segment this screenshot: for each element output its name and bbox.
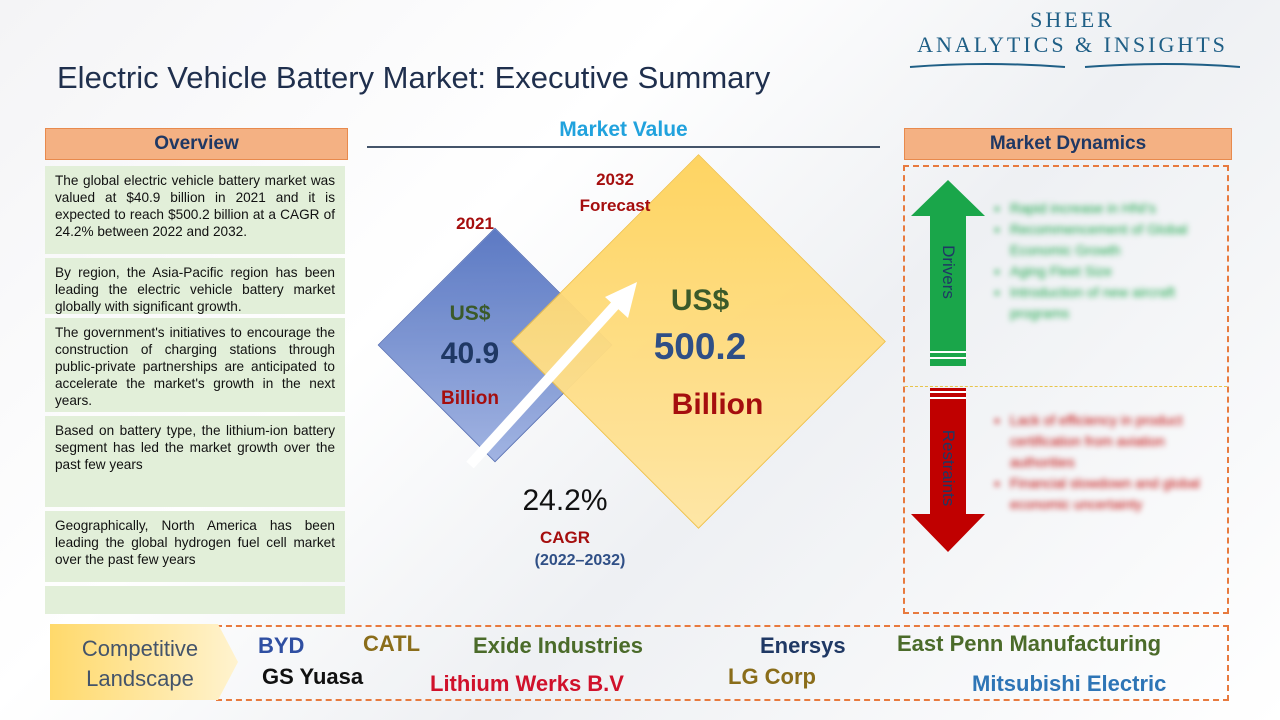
market-dynamics-header: Market Dynamics (904, 128, 1232, 160)
overview-item: The global electric vehicle battery mark… (45, 166, 345, 254)
brand-logo: SHEER ANALYTICS & INSIGHTS (905, 7, 1241, 76)
competitive-label: Competitive Landscape (60, 634, 220, 694)
brand-line1: SHEER (1030, 7, 1115, 32)
driver-item: Recommencement of Global Economic Growth (1010, 219, 1214, 261)
drivers-arrow-icon (911, 180, 985, 366)
overview-item: Based on battery type, the lithium-ion b… (45, 416, 345, 507)
overview-list: The global electric vehicle battery mark… (45, 166, 345, 618)
restraints-list: Lack of efficiency in product certificat… (992, 410, 1214, 515)
market-value-title: Market Value (559, 118, 688, 141)
overview-header: Overview (45, 128, 348, 160)
driver-item: Aging Fleet Size (1010, 261, 1214, 282)
drivers-label: Drivers (939, 245, 958, 299)
company-name: Exide Industries (473, 633, 643, 658)
company-name: CATL (363, 631, 421, 656)
year-2021: 2021 (456, 214, 494, 233)
dynamics-divider (905, 386, 1227, 387)
cagr-value: 24.2% (522, 484, 608, 517)
competitive-panel (216, 625, 1229, 701)
unit-2021: Billion (440, 388, 500, 409)
overview-item: Geographically, North America has been l… (45, 511, 345, 582)
competitive-label-line1: Competitive (81, 636, 199, 661)
company-name: LG Corp (728, 664, 816, 689)
company-name: East Penn Manufacturing (897, 631, 1162, 656)
market-value-divider (367, 146, 880, 148)
overview-item: The government's initiatives to encourag… (45, 318, 345, 412)
page-title: Electric Vehicle Battery Market: Executi… (57, 60, 771, 95)
forecast-label: Forecast (579, 196, 651, 215)
currency-2032: US$ (670, 284, 730, 317)
competitive-arrow-icon (50, 624, 238, 700)
year-2032: 2032 (596, 170, 634, 189)
unit-2032: Billion (671, 388, 764, 421)
market-dynamics-panel (903, 165, 1229, 614)
overview-item (45, 586, 345, 614)
restraints-arrow-icon (911, 388, 985, 552)
company-name: Lithium Werks B.V (430, 671, 624, 696)
value-2032: 500.2 (653, 326, 747, 367)
restraint-item: Financial slowdown and global economic u… (1010, 473, 1214, 515)
cagr-period: (2022–2032) (534, 552, 626, 569)
drivers-list: Rapid increase in HNI's Recommencement o… (992, 198, 1214, 324)
company-name: GS Yuasa (262, 664, 364, 689)
brand-line2: ANALYTICS & INSIGHTS (917, 32, 1228, 57)
brand-swoosh-icon (909, 63, 1241, 68)
cagr-label: CAGR (539, 528, 591, 547)
restraints-label: Restraints (939, 429, 958, 507)
competitive-label-line2: Landscape (86, 666, 194, 691)
company-name: BYD (258, 633, 305, 658)
company-name: Mitsubishi Electric (972, 671, 1167, 696)
growth-arrow-icon (466, 282, 637, 469)
restraint-item: Lack of efficiency in product certificat… (1010, 410, 1214, 473)
driver-item: Introduction of new aircraft programs (1010, 282, 1214, 324)
value-2021: 40.9 (440, 337, 500, 370)
currency-2021: US$ (449, 302, 491, 325)
company-name: Enersys (760, 633, 846, 658)
overview-item: By region, the Asia-Pacific region has b… (45, 258, 345, 314)
driver-item: Rapid increase in HNI's (1010, 198, 1214, 219)
